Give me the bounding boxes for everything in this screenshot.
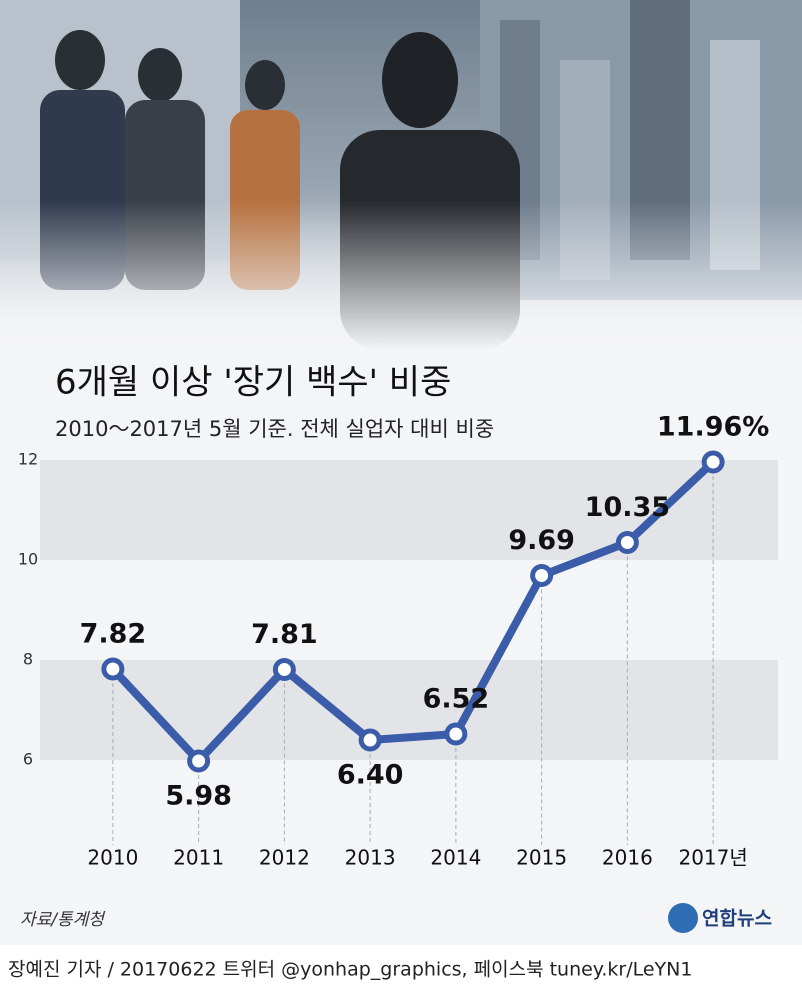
footer bbox=[0, 945, 802, 989]
source: 자료/통계청 bbox=[20, 910, 106, 930]
point bbox=[701, 450, 725, 474]
x-tick-label: 2012 bbox=[259, 846, 310, 870]
point bbox=[530, 564, 554, 587]
logo: 연합뉴스 bbox=[702, 908, 772, 930]
value-label: 7.81 bbox=[251, 619, 318, 650]
grid-band bbox=[40, 460, 778, 560]
chart-title: 6개월 이상 '장기 백수' 비중 bbox=[55, 363, 451, 403]
value-label: 5.98 bbox=[165, 781, 232, 812]
y-tick-label: 8 bbox=[23, 650, 33, 669]
logo-icon bbox=[668, 903, 698, 933]
x-tick-label: 2015 bbox=[516, 846, 567, 870]
value-label: 9.69 bbox=[508, 525, 575, 556]
x-tick-label: 2017년 bbox=[678, 846, 747, 870]
value-label: 6.52 bbox=[423, 684, 490, 715]
plot-area: 6 8 10 12 2010 2011 2012 2013 2014 2015 2016 2017년 7… bbox=[18, 412, 778, 870]
credit: 장예진 기자 / 20170622 트위터 @yonhap_graphics, … bbox=[8, 959, 692, 981]
point bbox=[187, 749, 211, 773]
y-tick-label: 12 bbox=[18, 450, 38, 469]
point bbox=[358, 728, 382, 752]
value-label: 6.40 bbox=[337, 760, 404, 791]
point bbox=[444, 722, 468, 746]
x-tick-label: 2011 bbox=[173, 846, 224, 870]
x-tick-label: 2010 bbox=[87, 846, 138, 870]
x-tick-label: 2014 bbox=[430, 846, 481, 870]
y-tick-label: 10 bbox=[18, 550, 38, 569]
grid-band bbox=[40, 660, 778, 760]
chart-subtitle: 2010～2017년 5월 기준. 전체 실업자 대비 비중 bbox=[55, 417, 494, 441]
point bbox=[101, 657, 125, 681]
value-label: 10.35 bbox=[585, 492, 670, 523]
point bbox=[272, 658, 296, 681]
x-tick-label: 2013 bbox=[345, 846, 396, 870]
line bbox=[109, 459, 716, 765]
photo bbox=[0, 0, 802, 350]
y-tick-label: 6 bbox=[23, 750, 33, 769]
value-label: 11.96% bbox=[657, 412, 769, 443]
point bbox=[615, 531, 639, 554]
x-tick-label: 2016 bbox=[602, 846, 653, 870]
value-label: 7.82 bbox=[80, 619, 147, 650]
